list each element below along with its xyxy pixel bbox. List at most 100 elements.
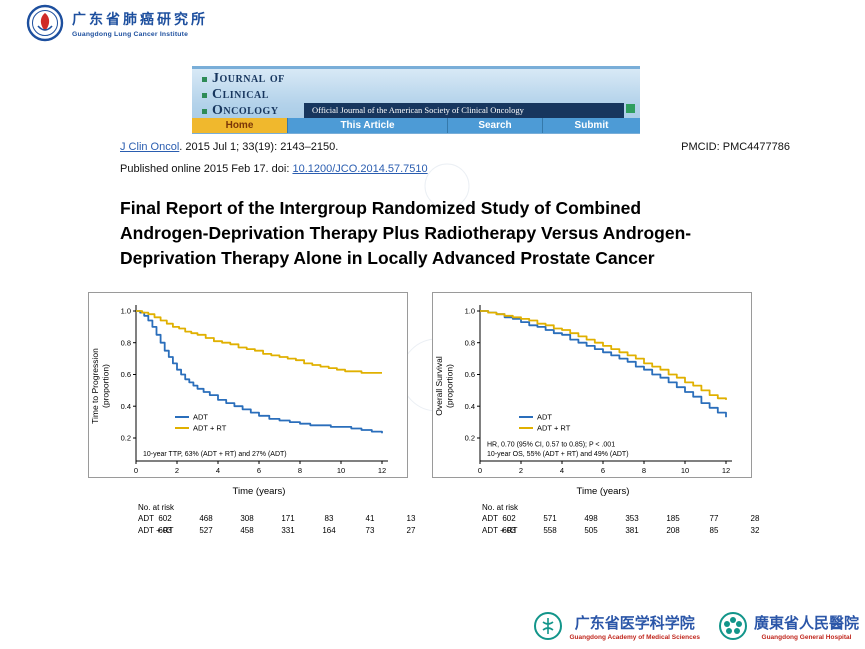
tick-labels: 0.2 0.4 0.6 0.8 1.0 0 2 4 6 8 10 12 — [465, 307, 731, 475]
svg-text:0: 0 — [478, 466, 482, 475]
nav-submit[interactable]: Submit — [542, 118, 640, 133]
nav-search[interactable]: Search — [447, 118, 542, 133]
risk-table-title: No. at risk — [482, 503, 519, 512]
risk-row-label: ADT + RT — [482, 526, 518, 535]
svg-text:10: 10 — [681, 466, 689, 475]
published-text: Published online 2015 Feb 17. doi: — [120, 163, 293, 175]
journal-tagline: Official Journal of the American Society… — [304, 103, 624, 118]
risk-count: 458 — [240, 526, 254, 535]
risk-count: 331 — [281, 526, 295, 535]
risk-count: 171 — [281, 514, 295, 523]
svg-text:12: 12 — [378, 466, 386, 475]
risk-count: 32 — [750, 526, 760, 535]
svg-text:0.6: 0.6 — [465, 370, 475, 379]
series-adt-rt — [480, 310, 727, 400]
risk-count: 505 — [584, 526, 598, 535]
nav-home[interactable]: Home — [192, 118, 287, 133]
svg-text:2: 2 — [175, 466, 179, 475]
svg-text:ADT: ADT — [537, 413, 552, 422]
risk-count: 41 — [365, 514, 375, 523]
svg-text:ADT: ADT — [193, 413, 208, 422]
svg-text:12: 12 — [722, 466, 730, 475]
paper-title-line: Deprivation Therapy Alone in Locally Adv… — [120, 248, 655, 268]
risk-count: 164 — [322, 526, 336, 535]
citation-line1: J Clin Oncol. 2015 Jul 1; 33(19): 2143–2… — [120, 141, 790, 153]
risk-count: 27 — [406, 526, 416, 535]
academy-emblem-icon — [534, 612, 563, 640]
hospital-logo: 廣東省人民醫院 Guangdong General Hospital — [718, 611, 859, 641]
svg-text:2: 2 — [519, 466, 523, 475]
svg-text:10-year TTP, 63% (ADT + RT) an: 10-year TTP, 63% (ADT + RT) and 27% (ADT… — [143, 451, 287, 458]
ttp-figure: 0.2 0.4 0.6 0.8 1.0 0 2 4 6 8 10 12 Time to Progress… — [88, 292, 418, 538]
svg-text:8: 8 — [298, 466, 302, 475]
legend: ADT ADT + RT — [519, 413, 571, 433]
academy-name-en: Guangdong Academy of Medical Sciences — [569, 633, 700, 641]
ttp-risk-table: No. at risk ADT 602 468 308 171 83 41 13 ADT + RT… — [88, 503, 418, 538]
svg-text:ADT + RT: ADT + RT — [537, 424, 571, 433]
hospital-name-en: Guangdong General Hospital — [761, 633, 852, 641]
risk-count: 603 — [158, 526, 172, 535]
os-x-axis-title: Time (years) — [576, 486, 630, 497]
risk-count: 77 — [709, 514, 719, 523]
hospital-name-cn: 廣東省人民醫院 — [753, 615, 859, 632]
risk-count: 353 — [625, 514, 639, 523]
journal-banner: Journal of Clinical Oncology Official Jo… — [192, 66, 640, 134]
journal-name-line2: Clinical — [202, 87, 285, 103]
risk-count: 571 — [543, 514, 557, 523]
svg-text:0.8: 0.8 — [121, 338, 131, 347]
svg-text:10-year OS, 55% (ADT + RT) and: 10-year OS, 55% (ADT + RT) and 49% (ADT) — [487, 451, 629, 458]
y-axis-title: Overall Survival (proportion) — [434, 356, 455, 416]
series-adt-rt — [136, 310, 382, 374]
svg-text:6: 6 — [257, 466, 261, 475]
journal-nav: Home This Article Search Submit — [192, 118, 640, 133]
institute-text: 广东省肺癌研究所 Guangdong Lung Cancer Institute — [72, 9, 208, 38]
annotation: 10-year TTP, 63% (ADT + RT) and 27% (ADT… — [143, 451, 287, 458]
ttp-chart-panel: 0.2 0.4 0.6 0.8 1.0 0 2 4 6 8 10 12 Time to Progress… — [88, 292, 408, 478]
doi-link[interactable]: 10.1200/JCO.2014.57.7510 — [292, 163, 428, 175]
axes — [133, 305, 388, 464]
svg-text:1.0: 1.0 — [121, 307, 131, 316]
risk-count: 28 — [750, 514, 760, 523]
svg-text:4: 4 — [560, 466, 564, 475]
paper-title-line: Androgen-Deprivation Therapy Plus Radiot… — [120, 223, 692, 243]
y-axis-title: Time to Progression (proportion) — [90, 348, 111, 424]
nav-this-article[interactable]: This Article — [287, 118, 447, 133]
institute-name-en: Guangdong Lung Cancer Institute — [72, 30, 189, 38]
svg-text:10: 10 — [337, 466, 345, 475]
tick-labels: 0.2 0.4 0.6 0.8 1.0 0 2 4 6 8 10 12 — [121, 307, 387, 475]
logo-square-icon — [202, 76, 207, 82]
svg-text:(proportion): (proportion) — [101, 364, 111, 408]
svg-text:0.8: 0.8 — [465, 338, 475, 347]
svg-text:0.6: 0.6 — [121, 370, 131, 379]
svg-text:0.2: 0.2 — [121, 434, 131, 443]
risk-row-label: ADT — [482, 514, 498, 523]
axes — [477, 305, 732, 464]
ttp-kaplan-meier-plot: 0.2 0.4 0.6 0.8 1.0 0 2 4 6 8 10 12 Time to Progress… — [90, 305, 388, 475]
banner-square-icon — [626, 104, 635, 113]
risk-count: 308 — [240, 514, 254, 523]
os-figure: 0.2 0.4 0.6 0.8 1.0 0 2 4 6 8 10 12 Overall Survival… — [432, 292, 762, 538]
risk-count: 83 — [324, 514, 334, 523]
institute-logo: 广东省肺癌研究所 Guangdong Lung Cancer Institute — [26, 4, 208, 42]
svg-text:4: 4 — [216, 466, 220, 475]
paper-title-line: Final Report of the Intergroup Randomize… — [120, 198, 642, 218]
risk-row-label: ADT — [138, 514, 154, 523]
risk-count: 558 — [543, 526, 557, 535]
svg-text:Time to Progression: Time to Progression — [90, 348, 100, 424]
journal-name-text: Oncology — [212, 103, 279, 118]
citation-line2: Published online 2015 Feb 17. doi: 10.12… — [120, 163, 428, 175]
risk-count: 468 — [199, 514, 213, 523]
ttp-x-axis-title: Time (years) — [232, 486, 286, 497]
journal-name-text: Journal of — [212, 71, 285, 86]
institute-emblem-icon — [26, 4, 64, 42]
risk-table-title: No. at risk — [138, 503, 175, 512]
risk-row-label: ADT + RT — [138, 526, 174, 535]
risk-count: 527 — [199, 526, 213, 535]
svg-text:HR, 0.70 (95% CI, 0.57 to 0.85: HR, 0.70 (95% CI, 0.57 to 0.85); P < .00… — [487, 442, 615, 449]
risk-row: ADT 602 571 498 353 185 77 28 — [432, 514, 762, 526]
legend: ADT ADT + RT — [175, 413, 227, 433]
svg-text:0.4: 0.4 — [465, 402, 475, 411]
academy-logo: 广东省医学科学院 Guangdong Academy of Medical Sc… — [533, 611, 700, 641]
journal-link[interactable]: J Clin Oncol — [120, 141, 180, 153]
